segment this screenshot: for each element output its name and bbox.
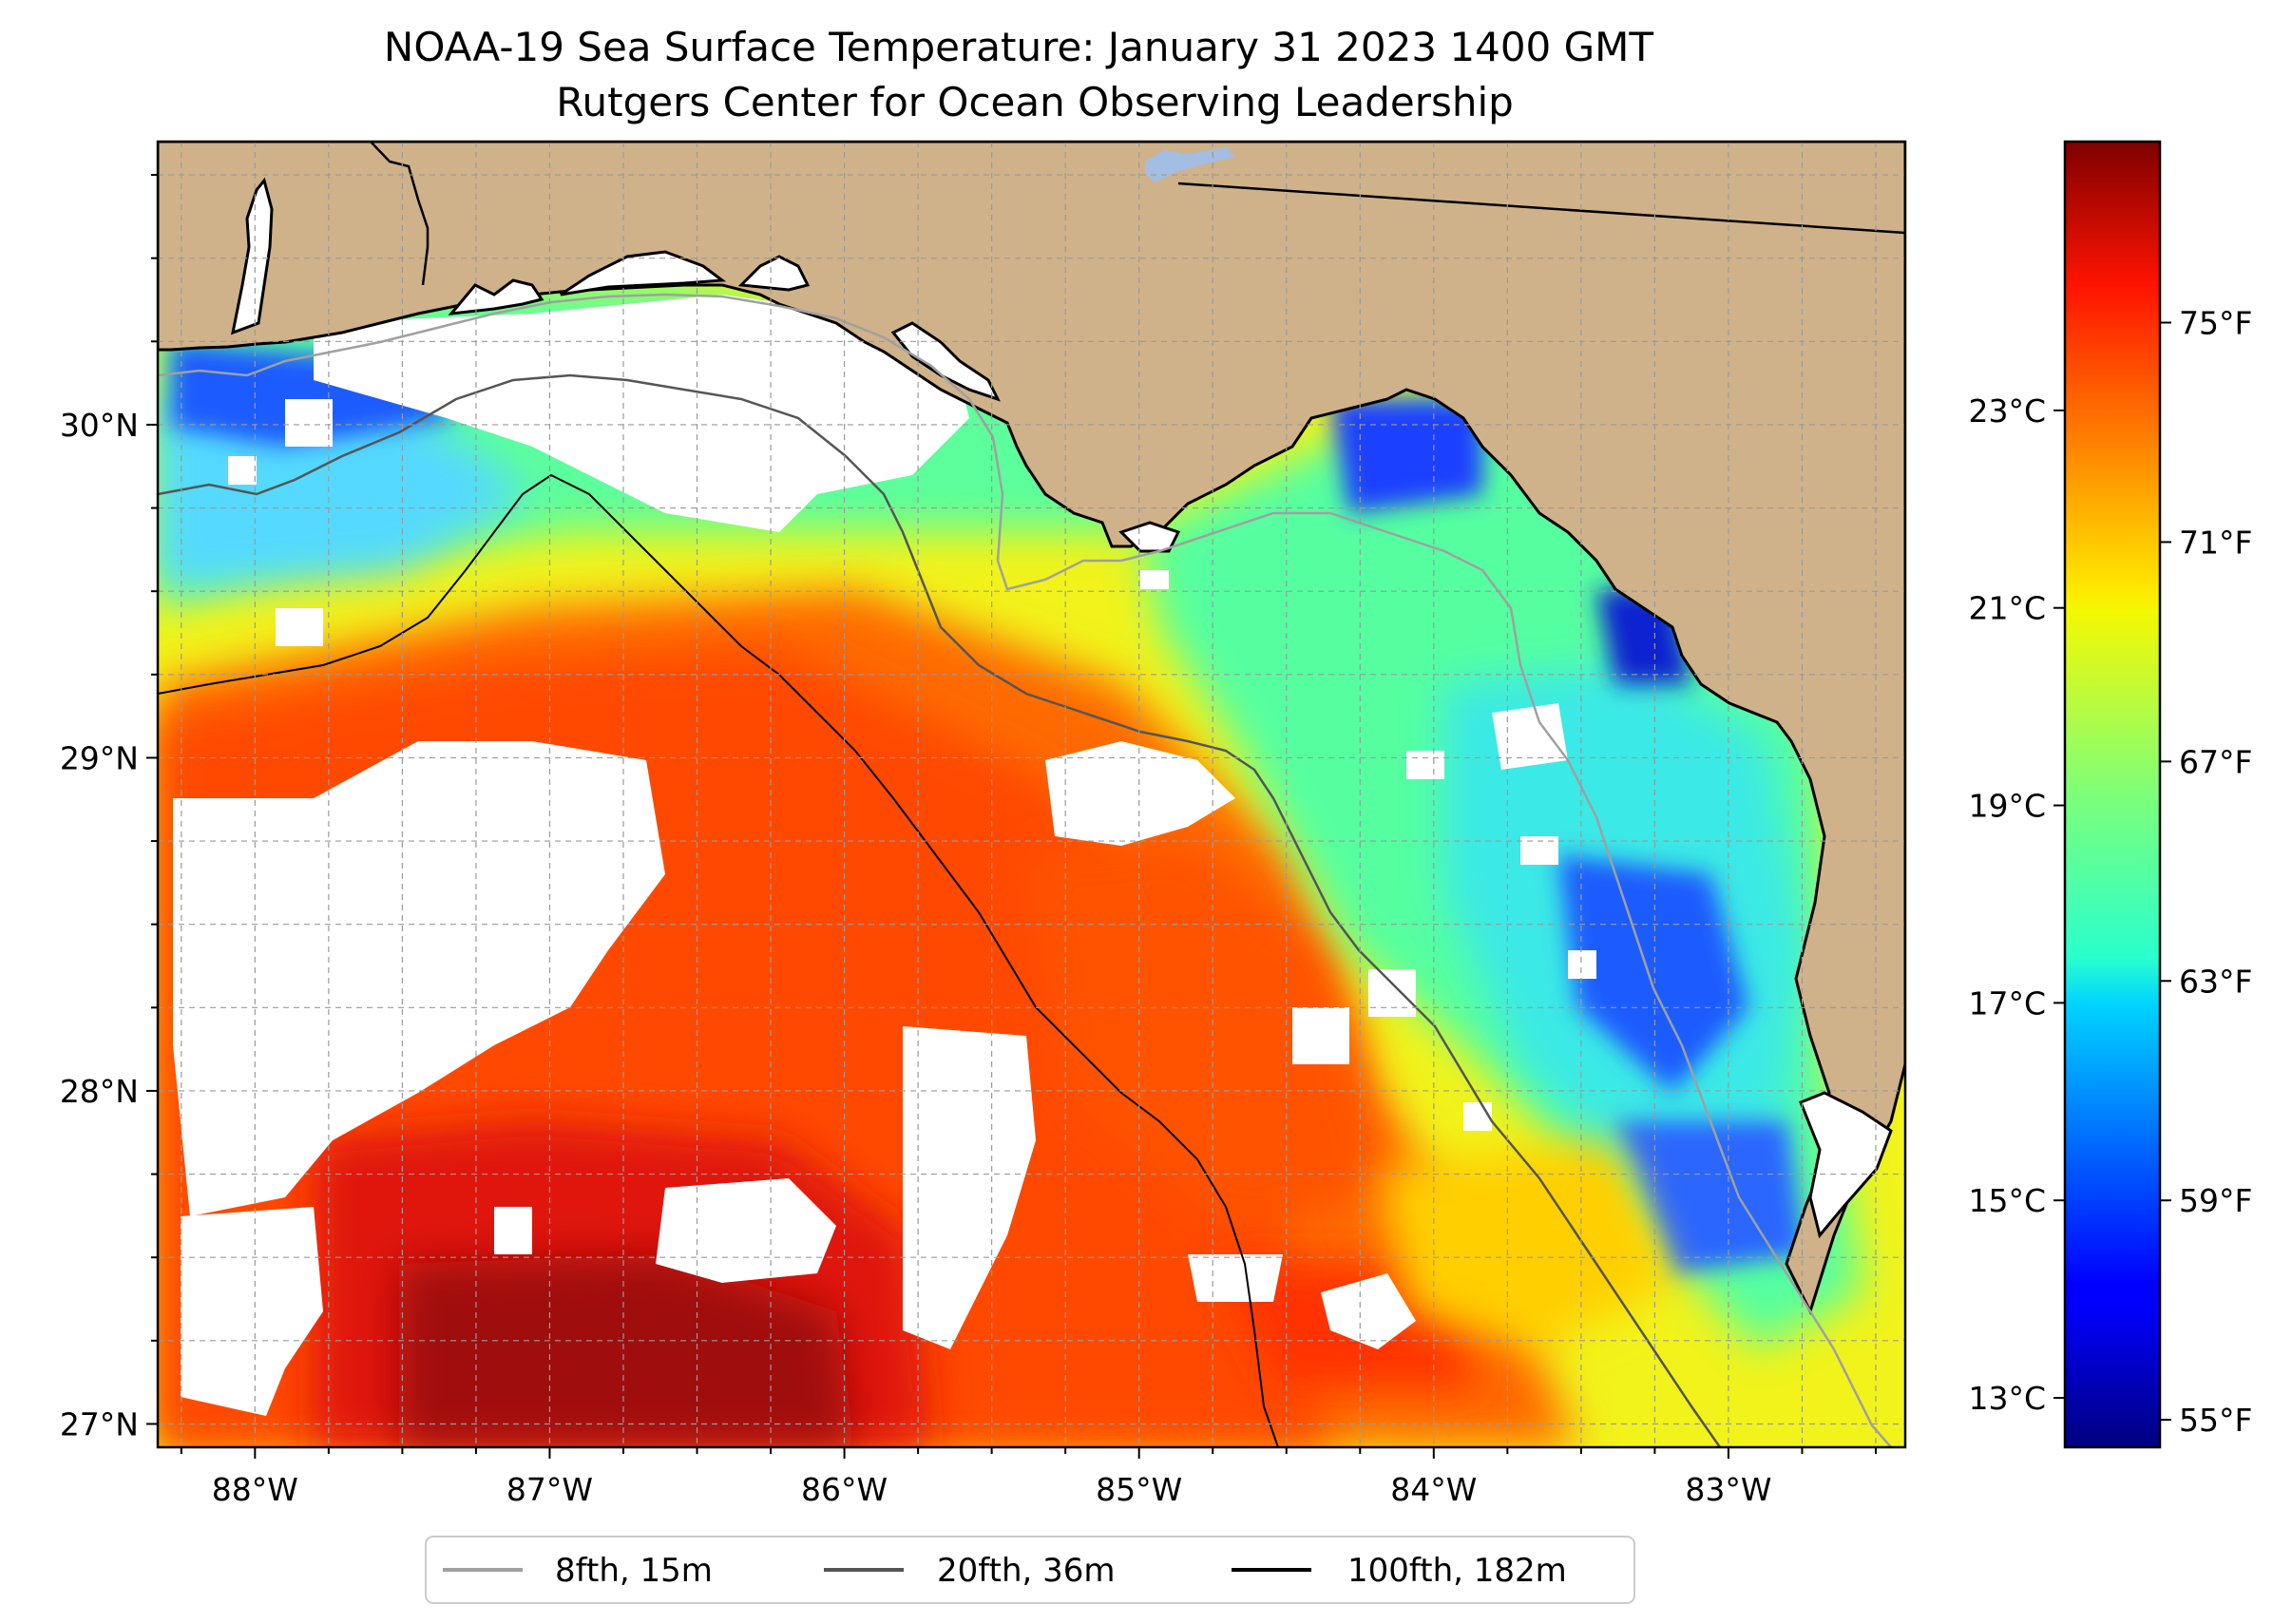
celsius-tick-label: 19°C (1968, 788, 2046, 825)
celsius-tick-label: 17°C (1968, 984, 2046, 1022)
celsius-tick-label: 21°C (1968, 590, 2046, 627)
celsius-tick-label: 23°C (1968, 392, 2046, 430)
lat-tick-label: 29°N (60, 739, 139, 776)
gridlines (158, 142, 1905, 1447)
isobath-8fth (158, 293, 1892, 1447)
chart-subtitle: Rutgers Center for Ocean Observing Leade… (556, 79, 1514, 125)
fahrenheit-tick-label: 71°F (2179, 524, 2252, 561)
state-borders (370, 142, 1905, 286)
chart-title: NOAA-19 Sea Surface Temperature: January… (384, 24, 1654, 70)
colorbar-fahrenheit-ticks: 75°F 71°F 67°F 63°F 59°F 55°F (2160, 305, 2252, 1439)
lat-tick-label: 28°N (60, 1073, 139, 1110)
lon-tick-label: 87°W (506, 1471, 593, 1508)
lat-tick-label: 30°N (60, 407, 139, 444)
fahrenheit-tick-label: 75°F (2179, 305, 2252, 342)
map-panel (158, 142, 1905, 1447)
legend-label-20fth: 20fth, 36m (937, 1552, 1116, 1590)
fahrenheit-tick-label: 59°F (2179, 1182, 2252, 1219)
colorbar-celsius-ticks: 23°C 21°C 19°C 17°C 15°C 13°C (1968, 392, 2065, 1417)
longitude-axis: 88°W 87°W 86°W 85°W 84°W 83°W (180, 1447, 1877, 1508)
lon-tick-label: 85°W (1096, 1471, 1182, 1508)
colorbar: 23°C 21°C 19°C 17°C 15°C 13°C 75°F 71°F 67°F 63°… (1968, 140, 2252, 1449)
isobath-20fth (158, 373, 1722, 1447)
bays (231, 177, 1893, 1239)
lat-tick-label: 27°N (60, 1405, 139, 1442)
fahrenheit-tick-label: 67°F (2179, 743, 2252, 780)
legend-label-8fth: 8fth, 15m (555, 1552, 713, 1590)
isobaths (158, 293, 1892, 1447)
lon-tick-label: 88°W (212, 1471, 298, 1508)
celsius-tick-label: 15°C (1968, 1182, 2046, 1219)
legend: 8fth, 15m 20fth, 36m 100fth, 182m (425, 1536, 1635, 1604)
fahrenheit-tick-label: 63°F (2179, 963, 2252, 1000)
legend-box (425, 1536, 1635, 1604)
latitude-axis: 30°N 29°N 28°N 27°N (60, 174, 158, 1442)
map-frame (156, 140, 1907, 1449)
lon-tick-label: 83°W (1685, 1471, 1771, 1508)
isobath-100fth (158, 473, 1279, 1447)
lon-tick-label: 86°W (801, 1471, 888, 1508)
lon-tick-label: 84°W (1390, 1471, 1477, 1508)
legend-label-100fth: 100fth, 182m (1347, 1552, 1567, 1590)
fahrenheit-tick-label: 55°F (2179, 1402, 2252, 1439)
celsius-tick-label: 13°C (1968, 1380, 2046, 1417)
colorbar-gradient (2063, 140, 2162, 1449)
cloud-mask (173, 295, 1596, 1416)
